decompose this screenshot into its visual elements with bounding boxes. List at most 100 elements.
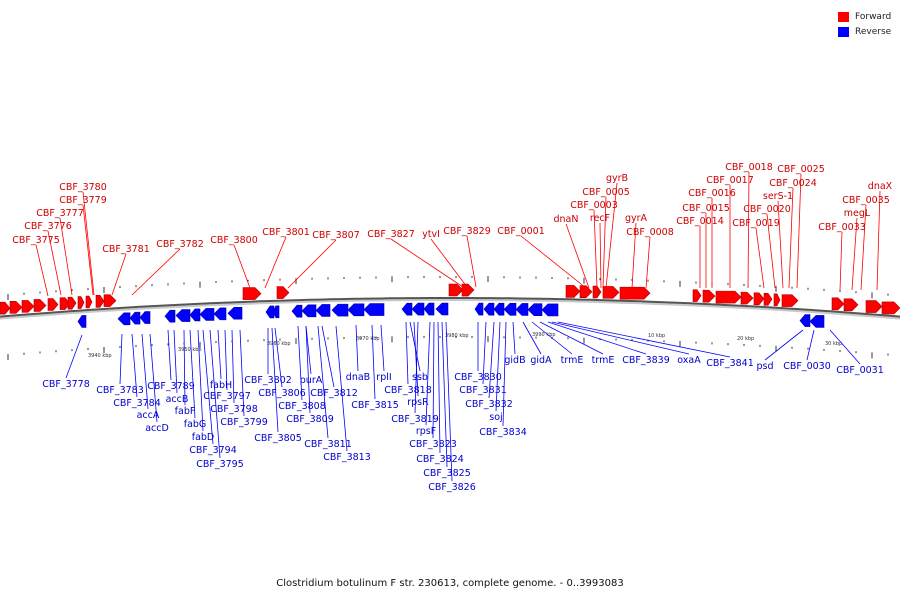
- reverse-gene-label: accA: [137, 410, 160, 421]
- forward-gene-arrow: [21, 300, 35, 313]
- forward-gene-label: CBF_0015: [682, 203, 730, 214]
- reverse-gene-label: CBF_3811: [304, 439, 352, 450]
- forward-gene-arrow: [77, 296, 85, 309]
- reverse-gene-label: gidA: [530, 355, 552, 366]
- reverse-leader-line: [305, 325, 312, 375]
- forward-gene-label: CBF_0024: [769, 178, 817, 189]
- reverse-gene-arrow: [401, 302, 413, 316]
- reverse-leader-line: [305, 325, 311, 414]
- reverse-gene-arrow: [527, 303, 543, 316]
- forward-gene-arrow: [865, 300, 883, 313]
- forward-gene-label: CBF_3776: [24, 221, 72, 232]
- reverse-gene-label: accD: [145, 423, 169, 434]
- forward-gene-arrow: [59, 297, 71, 310]
- forward-gene-arrow: [461, 283, 475, 297]
- reverse-gene-label: CBF_3789: [147, 381, 195, 392]
- forward-leader-line: [860, 204, 867, 291]
- reverse-leader-line: [512, 321, 516, 355]
- reverse-gene-label: fabD: [192, 432, 215, 443]
- forward-gene-label: CBF_3781: [102, 244, 150, 255]
- forward-gene-label: CBF_0003: [570, 200, 618, 211]
- reverse-gene-label: accB: [166, 394, 189, 405]
- reverse-leader-line: [317, 325, 329, 439]
- forward-gene-arrow: [715, 290, 742, 304]
- forward-gene-label: dnaN: [554, 214, 579, 225]
- forward-gene-label: dnaX: [868, 181, 893, 192]
- forward-gene-label: ytvI: [422, 229, 440, 240]
- forward-leader-line: [631, 222, 637, 289]
- reverse-gene-arrow: [199, 308, 215, 321]
- scale-label: 3970 kbp: [356, 336, 380, 342]
- forward-gene-label: megL: [844, 208, 871, 219]
- reverse-leader-line: [173, 329, 178, 394]
- forward-gene-label: CBF_0014: [676, 216, 724, 227]
- reverse-leader-line: [335, 325, 348, 452]
- reverse-gene-label: CBF_3797: [203, 391, 251, 402]
- forward-leader-line: [876, 190, 881, 291]
- forward-leader-line: [47, 230, 62, 296]
- reverse-gene-label: fabF: [175, 406, 196, 417]
- reverse-leader-line: [209, 329, 221, 459]
- reverse-gene-label: CBF_3798: [210, 404, 258, 415]
- reverse-leader-line: [495, 321, 501, 412]
- forward-gene-label: CBF_0035: [842, 195, 890, 206]
- scale-label: 3990 kbp: [532, 332, 556, 338]
- reverse-gene-arrow: [117, 312, 131, 326]
- reverse-gene-arrow: [411, 302, 425, 316]
- reverse-leader-line: [547, 321, 647, 355]
- reverse-gene-arrow: [77, 315, 87, 328]
- reverse-leader-line: [217, 329, 222, 380]
- reverse-gene-label: gidB: [504, 355, 525, 366]
- reverse-leader-line: [539, 321, 604, 355]
- forward-leader-line: [520, 235, 587, 289]
- reverse-gene-label: CBF_3830: [454, 372, 502, 383]
- forward-gene-arrow: [95, 294, 105, 308]
- forward-gene-label: CBF_3782: [156, 239, 204, 250]
- forward-gene-arrow: [47, 298, 59, 311]
- reverse-leader-line: [531, 321, 573, 355]
- reverse-leader-line: [297, 325, 303, 401]
- forward-leader-line: [59, 217, 73, 296]
- reverse-leader-line: [445, 321, 453, 482]
- forward-leader-line: [788, 187, 794, 289]
- forward-gene-arrow: [753, 292, 765, 306]
- forward-gene-label: recF: [590, 213, 610, 224]
- forward-gene-label: CBF_3775: [12, 235, 60, 246]
- reverse-gene-label: CBF_3832: [465, 399, 513, 410]
- reverse-gene-arrow: [799, 314, 811, 327]
- forward-gene-arrow: [592, 285, 602, 299]
- genome-backbone: [0, 297, 900, 318]
- reverse-gene-label: CBF_3784: [113, 398, 161, 409]
- forward-leader-line: [851, 217, 858, 291]
- forward-gene-label: CBF_3780: [59, 182, 107, 193]
- reverse-gene-label: CBF_3783: [96, 385, 144, 396]
- reverse-gene-arrow: [129, 311, 141, 325]
- forward-leader-line: [602, 196, 607, 289]
- reverse-leader-line: [231, 329, 235, 404]
- forward-gene-arrow: [763, 293, 773, 306]
- reverse-gene-arrow: [139, 311, 151, 324]
- forward-gene-label: CBF_3827: [367, 229, 415, 240]
- reverse-leader-line: [131, 333, 138, 398]
- forward-gene-arrow: [692, 289, 702, 302]
- forward-gene-label: CBF_0016: [688, 188, 736, 199]
- reverse-gene-label: CBF_3813: [323, 452, 371, 463]
- scale-label: 10 kbp: [648, 333, 665, 339]
- reverse-leader-line: [197, 329, 204, 432]
- forward-gene-label: CBF_0025: [777, 164, 825, 175]
- forward-genes: [0, 283, 900, 315]
- forward-leader-line: [131, 248, 181, 296]
- forward-leader-line: [605, 182, 618, 289]
- reverse-gene-arrow: [435, 302, 449, 316]
- forward-gene-label: gyrA: [625, 213, 648, 224]
- reverse-leader-line: [371, 324, 376, 400]
- reverse-gene-arrow: [363, 303, 385, 316]
- forward-gene-arrow: [0, 301, 11, 315]
- reverse-genes: [77, 302, 825, 328]
- forward-gene-arrow: [103, 294, 117, 307]
- reverse-leader-line: [488, 321, 495, 399]
- reverse-gene-arrow: [474, 302, 484, 316]
- reverse-leader-line: [482, 321, 487, 385]
- reverse-leader-line: [141, 333, 149, 410]
- forward-leader-line: [233, 244, 251, 289]
